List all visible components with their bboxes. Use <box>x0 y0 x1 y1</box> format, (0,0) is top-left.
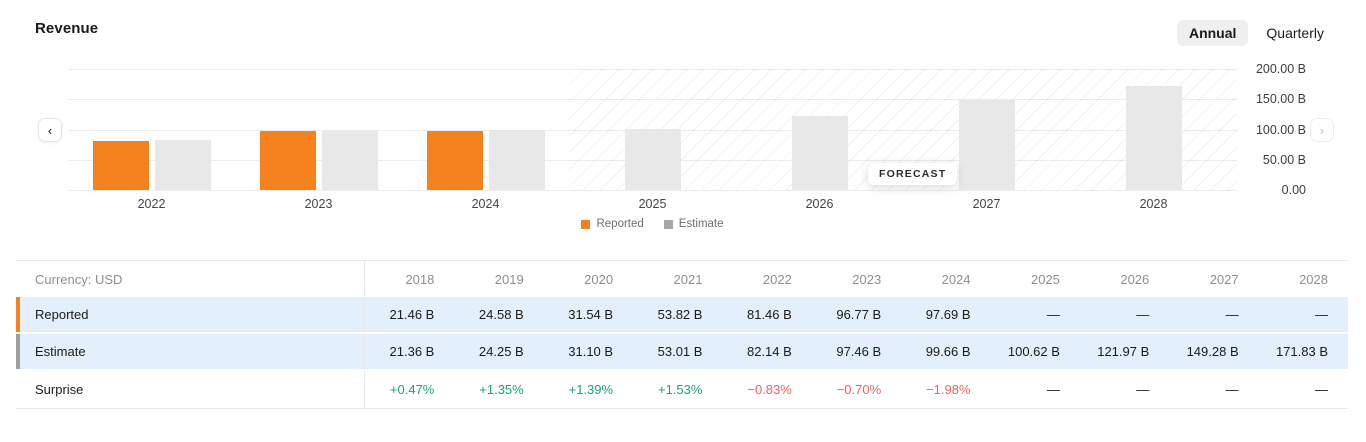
estimate-legend-swatch-icon <box>663 219 673 229</box>
year-header-2024: 2024 <box>941 271 971 287</box>
year-header-2026: 2026 <box>1120 271 1150 287</box>
cell-reported-2027: — <box>1225 307 1239 322</box>
toggle-quarterly[interactable]: Quarterly <box>1266 25 1324 41</box>
x-axis-label-2023: 2023 <box>304 197 333 211</box>
cell-reported-2022: 81.46 B <box>746 307 792 322</box>
row-accent-bar <box>16 297 20 332</box>
y-axis-tick-label: 0.00 <box>1281 183 1306 197</box>
cell-surprise-2023: −0.70% <box>836 382 882 397</box>
y-axis-tick-label: 150.00 B <box>1255 92 1306 107</box>
x-axis-label-2027: 2027 <box>972 197 1001 211</box>
cell-surprise-2020: +1.39% <box>568 382 614 397</box>
cell-reported-2025: — <box>1046 307 1060 322</box>
year-header-2019: 2019 <box>494 271 524 287</box>
cell-surprise-2027: — <box>1225 382 1239 397</box>
cell-reported-2020: 31.54 B <box>568 307 614 322</box>
chart-gridline <box>68 99 1237 101</box>
legend-label: Reported <box>596 218 644 230</box>
x-axis-label-2024: 2024 <box>471 197 500 211</box>
cell-reported-2019: 24.58 B <box>478 307 524 322</box>
table-row-surprise: Surprise +0.47% +1.35% +1.39% +1.53% −0.83% −0… <box>16 371 1348 408</box>
year-header-2028: 2028 <box>1299 271 1328 287</box>
row-label: Reported <box>16 297 365 332</box>
y-axis-tick-label: 50.00 B <box>1262 152 1306 167</box>
legend-label: Estimate <box>678 218 724 230</box>
estimate-legend-item[interactable]: Estimate <box>663 218 724 230</box>
toggle-annual[interactable]: Annual <box>1176 20 1249 46</box>
cell-reported-2028: — <box>1315 307 1328 322</box>
revenue-table: Currency: USD 2018 2019 2020 2021 2022 2023 202… <box>16 260 1348 409</box>
cell-estimate-2024: 99.66 B <box>925 344 971 359</box>
cell-estimate-2021: 53.01 B <box>657 344 703 359</box>
cell-estimate-2020: 31.10 B <box>568 344 614 359</box>
x-axis-label-2026: 2026 <box>805 197 834 211</box>
estimate-bar-2022[interactable] <box>154 140 211 190</box>
cell-estimate-2028: 171.83 B <box>1275 344 1328 359</box>
cell-surprise-2022: −0.83% <box>747 382 792 397</box>
year-header-2018: 2018 <box>405 271 435 287</box>
reported-legend-swatch-icon <box>581 219 591 229</box>
year-header-2022: 2022 <box>762 271 792 287</box>
row-accent-bar <box>16 334 20 369</box>
cell-surprise-2021: +1.53% <box>658 382 703 397</box>
y-axis-tick-label: 200.00 B <box>1255 62 1306 76</box>
reported-bar-2023[interactable] <box>259 131 316 190</box>
year-header-2023: 2023 <box>852 271 882 287</box>
estimate-bar-2026[interactable] <box>791 116 848 190</box>
forecast-badge: FORECAST <box>868 163 958 185</box>
row-label: Estimate <box>16 334 365 369</box>
x-axis-label-2022: 2022 <box>137 197 166 211</box>
cell-estimate-2023: 97.46 B <box>836 344 882 359</box>
estimate-bar-2027[interactable] <box>958 99 1015 190</box>
currency-label: Currency: USD <box>16 261 365 297</box>
estimate-bar-2023[interactable] <box>321 131 378 190</box>
period-toggle: Annual Quarterly <box>1176 20 1336 46</box>
x-axis-label-2025: 2025 <box>638 197 667 211</box>
reported-bar-2022[interactable] <box>92 140 149 190</box>
estimate-bar-2028[interactable] <box>1125 86 1182 190</box>
cell-surprise-2028: — <box>1315 382 1328 397</box>
table-row-reported: Reported 21.46 B 24.58 B 31.54 B 53.82 B 81.4… <box>16 297 1348 334</box>
reported-bar-2024[interactable] <box>426 130 483 190</box>
y-axis-tick-label: 100.00 B <box>1255 122 1306 137</box>
cell-reported-2018: 21.46 B <box>389 307 435 322</box>
table-header-row: Currency: USD 2018 2019 2020 2021 2022 2023 202… <box>16 261 1348 297</box>
cell-estimate-2019: 24.25 B <box>478 344 524 359</box>
chart-legend: Reported Estimate <box>68 218 1237 230</box>
x-axis-label-2028: 2028 <box>1139 197 1168 211</box>
chart-gridline <box>68 69 1237 70</box>
cell-estimate-2025: 100.62 B <box>1007 344 1060 359</box>
year-header-2027: 2027 <box>1209 271 1239 287</box>
page-title: Revenue <box>35 20 99 37</box>
cell-reported-2026: — <box>1136 307 1150 322</box>
cell-surprise-2025: — <box>1046 382 1060 397</box>
cell-estimate-2022: 82.14 B <box>746 344 792 359</box>
cell-reported-2024: 97.69 B <box>925 307 971 322</box>
cell-surprise-2026: — <box>1136 382 1150 397</box>
year-header-2025: 2025 <box>1030 271 1060 287</box>
cell-estimate-2018: 21.36 B <box>389 344 435 359</box>
cell-surprise-2018: +0.47% <box>389 382 435 397</box>
year-header-2020: 2020 <box>584 271 614 287</box>
cell-reported-2021: 53.82 B <box>657 307 703 322</box>
next-chevron-button[interactable]: › <box>1310 118 1334 142</box>
cell-surprise-2019: +1.35% <box>479 382 524 397</box>
revenue-chart: 200.00 B 150.00 B 100.00 B 50.00 B 0.00 2022 2… <box>0 50 1366 246</box>
cell-estimate-2026: 121.97 B <box>1097 344 1150 359</box>
estimate-bar-2025[interactable] <box>624 129 681 190</box>
estimate-bar-2024[interactable] <box>488 129 545 190</box>
cell-estimate-2027: 149.28 B <box>1186 344 1239 359</box>
reported-legend-item[interactable]: Reported <box>581 218 644 230</box>
cell-surprise-2024: −1.98% <box>926 382 971 397</box>
chart-gridline <box>68 190 1237 191</box>
cell-reported-2023: 96.77 B <box>836 307 882 322</box>
row-label: Surprise <box>16 371 365 408</box>
prev-chevron-button[interactable]: ‹ <box>38 118 62 142</box>
chart-header: Revenue Annual Quarterly <box>0 0 1366 50</box>
table-row-estimate: Estimate 21.36 B 24.25 B 31.10 B 53.01 B 82.1… <box>16 334 1348 371</box>
year-header-2021: 2021 <box>673 271 703 287</box>
